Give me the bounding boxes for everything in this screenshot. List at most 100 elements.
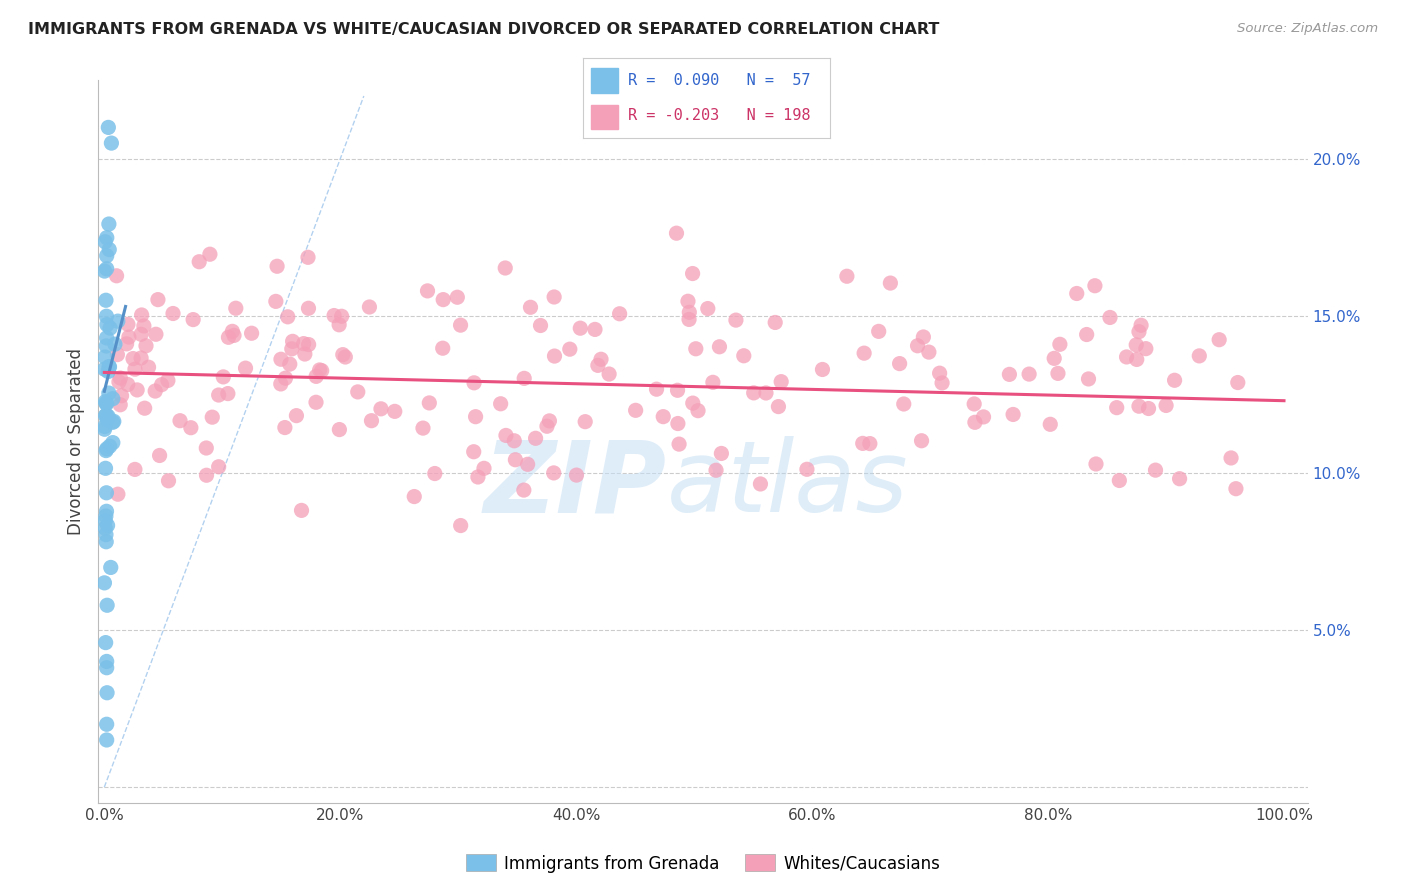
Point xyxy=(678,312,700,326)
Point xyxy=(589,352,612,367)
Point xyxy=(150,377,173,392)
Point xyxy=(117,318,139,332)
Point xyxy=(1084,278,1107,293)
Point xyxy=(1043,351,1066,366)
Point xyxy=(96,249,118,263)
Point xyxy=(432,341,454,355)
Point xyxy=(472,461,495,475)
Point xyxy=(96,534,118,549)
Point xyxy=(1128,325,1150,339)
Point xyxy=(710,446,733,460)
Point xyxy=(513,371,536,385)
Point xyxy=(101,415,124,429)
Point xyxy=(652,409,675,424)
Point xyxy=(100,136,122,150)
Point xyxy=(1225,482,1247,496)
Point xyxy=(853,346,876,360)
Point xyxy=(98,243,121,257)
Point xyxy=(110,371,132,385)
Point xyxy=(97,217,120,231)
Point xyxy=(998,368,1021,382)
Point xyxy=(868,325,890,339)
Point xyxy=(94,527,117,541)
Point xyxy=(107,487,129,501)
Point xyxy=(96,442,118,456)
Point xyxy=(1163,373,1185,387)
Point xyxy=(529,318,551,333)
Point xyxy=(96,230,118,244)
Point xyxy=(835,269,858,284)
Point xyxy=(1226,376,1249,390)
Point xyxy=(108,375,131,389)
Point xyxy=(384,404,406,418)
Point xyxy=(912,330,935,344)
Bar xyxy=(591,104,619,128)
Point xyxy=(96,686,118,700)
Point xyxy=(96,413,118,427)
Point xyxy=(463,444,485,458)
Point xyxy=(208,459,231,474)
Point xyxy=(1077,372,1099,386)
Point xyxy=(676,294,699,309)
Point xyxy=(94,443,117,458)
Point xyxy=(543,290,565,304)
Point xyxy=(124,362,146,376)
Point xyxy=(97,364,120,378)
Point xyxy=(96,485,118,500)
Point xyxy=(117,377,139,392)
Point xyxy=(516,458,538,472)
Point xyxy=(328,423,350,437)
Point xyxy=(266,259,288,273)
Point xyxy=(145,327,167,342)
Point xyxy=(94,514,117,528)
Point xyxy=(910,434,932,448)
Point xyxy=(96,504,118,518)
Point xyxy=(98,439,121,453)
Point xyxy=(94,396,117,410)
Point xyxy=(118,330,141,344)
Point xyxy=(742,385,765,400)
Point xyxy=(323,309,346,323)
Point xyxy=(274,420,297,434)
Point xyxy=(1125,352,1147,367)
Point xyxy=(149,449,172,463)
Point xyxy=(586,359,609,373)
Point xyxy=(1076,327,1098,342)
Point xyxy=(97,518,120,533)
Point xyxy=(96,261,118,276)
Point xyxy=(225,301,247,316)
Point xyxy=(217,386,239,401)
Point xyxy=(134,401,156,416)
Point xyxy=(127,383,149,397)
Point xyxy=(1144,463,1167,477)
Point xyxy=(97,409,120,424)
Point xyxy=(931,376,953,390)
Point xyxy=(709,340,731,354)
Text: ZIP: ZIP xyxy=(484,436,666,533)
Point xyxy=(494,260,516,275)
Point xyxy=(96,599,118,613)
Point xyxy=(93,575,115,590)
Point xyxy=(93,362,115,376)
Point xyxy=(893,397,915,411)
Point xyxy=(1039,417,1062,432)
Point xyxy=(1128,399,1150,413)
Point xyxy=(96,339,118,353)
Point xyxy=(96,661,118,675)
Point xyxy=(1125,338,1147,352)
Point xyxy=(1168,472,1191,486)
Point xyxy=(450,518,472,533)
Point xyxy=(96,655,118,669)
Point xyxy=(1108,474,1130,488)
Point xyxy=(305,369,328,384)
Point xyxy=(157,474,180,488)
Point xyxy=(270,352,292,367)
Point xyxy=(1105,401,1128,415)
Point xyxy=(724,313,747,327)
Point xyxy=(1085,457,1108,471)
Point xyxy=(188,254,211,268)
Point xyxy=(208,388,231,402)
Point xyxy=(1137,401,1160,416)
Point xyxy=(94,235,117,249)
Point xyxy=(110,398,132,412)
